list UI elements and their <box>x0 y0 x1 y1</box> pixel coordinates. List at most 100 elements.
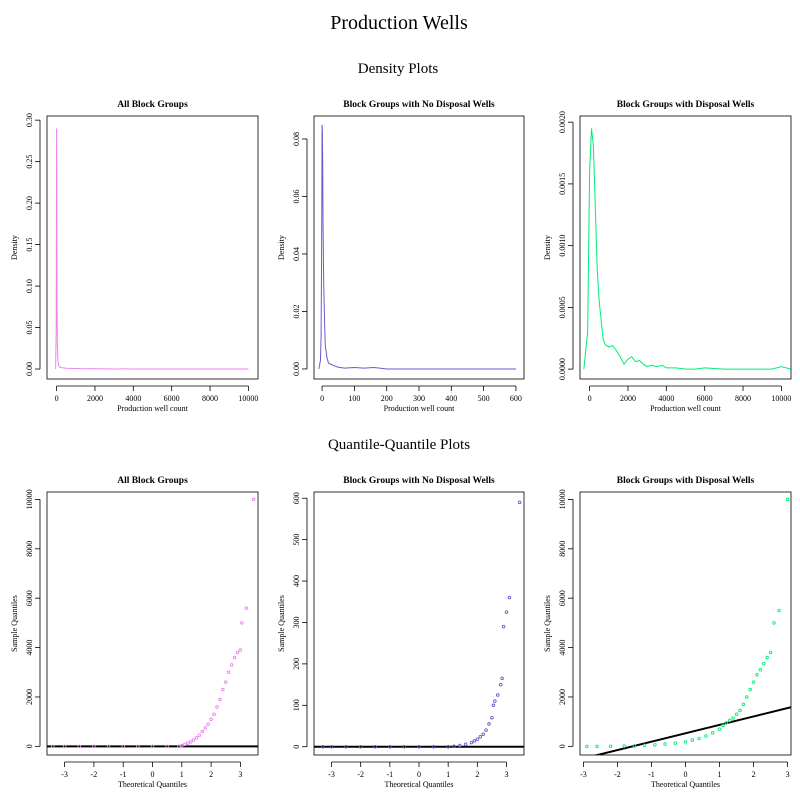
qq-point <box>458 743 462 748</box>
qq-point <box>194 735 199 740</box>
qq-point <box>697 736 701 741</box>
qq-point <box>177 744 181 749</box>
y-tick-label: 0.0015 <box>558 173 567 195</box>
qq-reference-line <box>593 706 791 755</box>
qq-point <box>765 655 769 660</box>
qq-point <box>741 702 746 707</box>
qq-point <box>62 744 67 749</box>
x-tick-label: 8000 <box>202 394 218 403</box>
x-tick-label: 3 <box>505 770 509 779</box>
y-tick-label: 0 <box>558 744 567 748</box>
qq-point <box>136 744 140 749</box>
x-axis-label: Production well count <box>117 404 188 413</box>
panel-title: All Block Groups <box>117 100 188 110</box>
qq-point <box>463 742 468 746</box>
qq-point <box>501 624 506 629</box>
qq-point <box>683 740 688 744</box>
panel-frame <box>46 115 259 380</box>
plot-area <box>585 497 791 755</box>
qq-point <box>240 621 244 625</box>
y-tick-label: 0.08 <box>292 132 301 146</box>
y-tick-label: 0.15 <box>25 238 34 252</box>
y-axis-label: Sample Quantiles <box>543 595 552 652</box>
x-tick-label: 400 <box>445 394 457 403</box>
qq-point <box>738 708 742 713</box>
y-tick-label: 0.10 <box>25 279 34 293</box>
qq-point <box>481 732 485 737</box>
x-tick-label: 0 <box>55 394 59 403</box>
x-tick-label: -2 <box>357 770 364 779</box>
qq-point <box>748 687 752 692</box>
y-tick-label: 0.00 <box>25 362 34 376</box>
qq-point <box>373 744 378 749</box>
qq-point <box>724 721 729 725</box>
y-tick-label: 600 <box>292 492 301 504</box>
qq-point <box>402 744 407 749</box>
panel-title: Block Groups with No Disposal Wells <box>343 100 495 110</box>
x-tick-label: 2000 <box>620 394 636 403</box>
y-tick-label: 10000 <box>558 489 567 509</box>
x-tick-label: 0 <box>151 770 155 779</box>
x-tick-label: -3 <box>328 770 335 779</box>
x-tick-label: 10000 <box>238 394 258 403</box>
qq-point <box>768 650 773 655</box>
y-tick-label: 4000 <box>558 640 567 656</box>
y-tick-label: 0.0010 <box>558 235 567 257</box>
qq-point <box>180 743 184 748</box>
x-tick-label: 100 <box>348 394 360 403</box>
x-tick-label: 3 <box>786 770 790 779</box>
panel-frame <box>46 491 259 756</box>
x-tick-label: -1 <box>386 770 393 779</box>
x-tick-label: 2 <box>209 770 213 779</box>
x-axis-label: Theoretical Quantiles <box>384 780 453 789</box>
y-tick-label: 0.30 <box>25 113 34 127</box>
x-axis-label: Theoretical Quantiles <box>118 780 187 789</box>
x-axis-label: Production well count <box>384 404 455 413</box>
x-tick-label: -1 <box>120 770 127 779</box>
qq-point <box>215 705 219 709</box>
qq-point <box>321 744 325 749</box>
x-tick-label: 1 <box>446 770 450 779</box>
y-axis-label: Density <box>10 235 19 260</box>
y-tick-label: 0.25 <box>25 155 34 169</box>
panel-frame <box>313 491 525 756</box>
qq-point <box>758 668 763 672</box>
x-tick-label: 6000 <box>164 394 180 403</box>
qq-point <box>417 744 421 749</box>
qq-point <box>51 744 55 749</box>
qq-point <box>496 693 500 697</box>
y-tick-label: 0 <box>25 744 34 748</box>
qq-point <box>203 726 207 730</box>
qq-point <box>221 687 225 692</box>
qq-point <box>344 744 348 749</box>
qq-point <box>663 742 667 746</box>
panel-frame <box>313 115 525 380</box>
y-tick-label: 2000 <box>25 689 34 705</box>
qq-point <box>777 608 781 613</box>
y-axis-label: Sample Quantiles <box>277 595 286 652</box>
y-tick-label: 6000 <box>25 590 34 606</box>
qq-point <box>498 682 503 687</box>
x-tick-label: 6000 <box>697 394 713 403</box>
qq-point <box>469 740 474 745</box>
y-tick-label: 0.0000 <box>558 358 567 380</box>
qq-point <box>235 650 240 655</box>
y-tick-label: 0.20 <box>25 196 34 210</box>
y-axis-label: Density <box>543 235 552 260</box>
qq-point <box>77 744 81 749</box>
x-tick-label: 0 <box>417 770 421 779</box>
qq-point <box>704 734 708 738</box>
y-tick-label: 10000 <box>25 489 34 509</box>
x-tick-label: 500 <box>478 394 490 403</box>
x-tick-label: 3 <box>238 770 242 779</box>
qq-point <box>642 743 647 748</box>
x-tick-label: 10000 <box>771 394 791 403</box>
qq-point <box>484 728 488 732</box>
x-tick-label: 2 <box>475 770 479 779</box>
y-tick-label: 100 <box>292 699 301 711</box>
section-title-qq: Quantile-Quantile Plots <box>328 437 470 453</box>
qq-point <box>653 743 657 747</box>
qq-point <box>504 610 509 614</box>
plot-area <box>318 124 516 370</box>
